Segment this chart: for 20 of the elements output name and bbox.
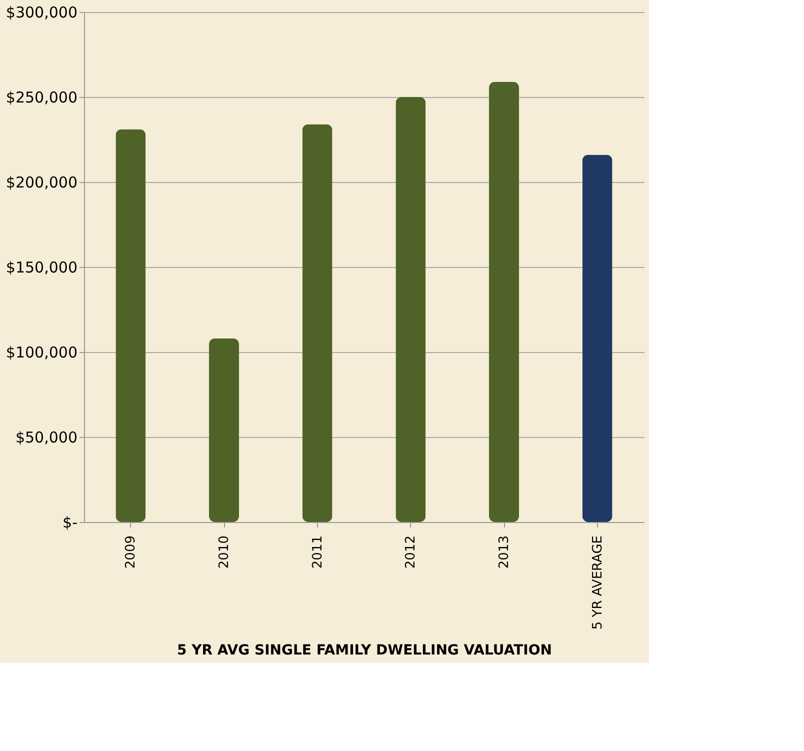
y-tick-label: $300,000 [6, 4, 78, 22]
x-tick-label: 2013 [497, 536, 512, 569]
y-tick-label: $200,000 [6, 174, 78, 192]
bar [582, 154, 612, 522]
bar [302, 124, 332, 522]
x-tick-label: 2011 [310, 536, 326, 569]
bar [396, 97, 426, 522]
y-tick-label: $250,000 [6, 88, 78, 106]
x-tick-label: 5 YR AVERAGE [590, 536, 606, 630]
bar [209, 338, 239, 522]
bar [116, 129, 146, 522]
y-tick-label: $50,000 [15, 428, 78, 446]
x-tick-label: 2012 [404, 536, 419, 569]
x-axis-title: 5 YR AVG SINGLE FAMILY DWELLING VALUATION [177, 642, 552, 659]
y-tick-label: $100,000 [6, 344, 78, 362]
bar [489, 82, 519, 522]
x-tick-label: 2010 [217, 536, 232, 569]
y-tick-label: $150,000 [6, 258, 78, 276]
y-tick-label: $- [62, 514, 78, 532]
x-tick-label: 2009 [124, 536, 139, 569]
